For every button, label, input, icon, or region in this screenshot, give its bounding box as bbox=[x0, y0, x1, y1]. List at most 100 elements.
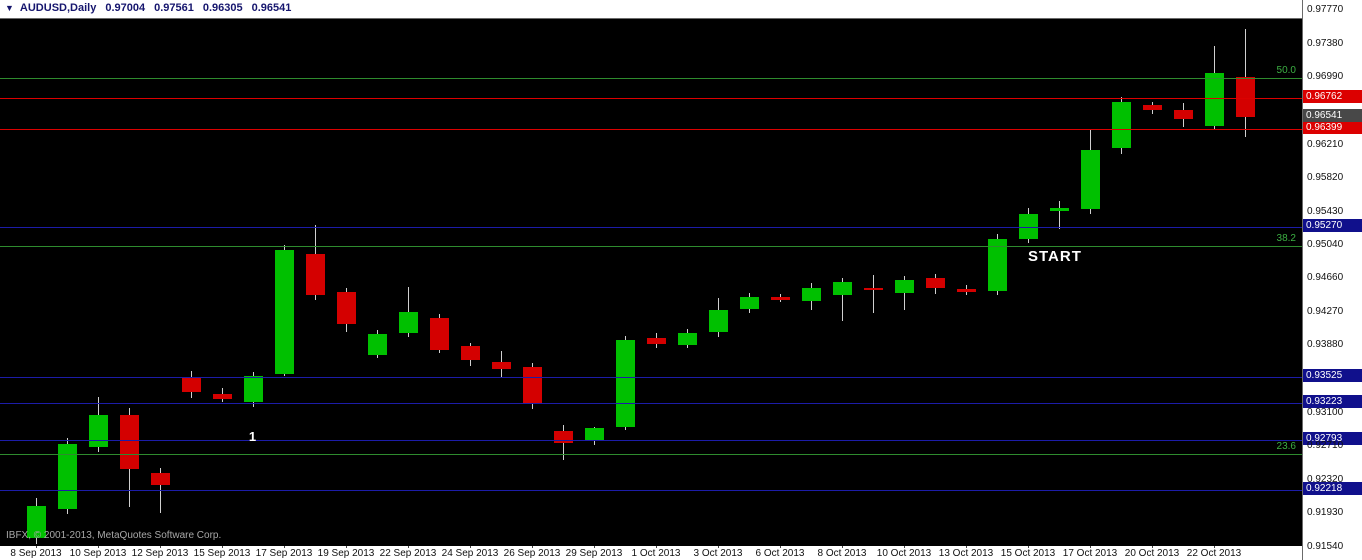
fib-level-label: 38.2 bbox=[1276, 233, 1296, 245]
x-axis-label: 8 Sep 2013 bbox=[10, 548, 62, 559]
candle-bear bbox=[151, 473, 170, 486]
price-badge-navy: 0.93525 bbox=[1303, 368, 1362, 382]
candle-wick bbox=[1059, 200, 1060, 229]
x-axis-tick bbox=[842, 546, 843, 548]
candle-bear bbox=[213, 393, 232, 399]
x-axis-tick bbox=[284, 546, 285, 548]
candle-bull bbox=[802, 287, 821, 301]
fib-line-50-0[interactable] bbox=[0, 78, 1302, 80]
candle-bull bbox=[678, 333, 697, 345]
x-axis-tick bbox=[718, 546, 719, 548]
chart-plot-area[interactable]: IBFX, © 2001-2013, MetaQuotes Software C… bbox=[0, 18, 1302, 547]
x-axis-label: 19 Sep 2013 bbox=[317, 548, 375, 559]
horizontal-line-red[interactable] bbox=[0, 97, 1302, 99]
candle-bull bbox=[368, 334, 387, 355]
candle-bear bbox=[430, 317, 449, 350]
candle-bear bbox=[647, 337, 666, 344]
candle-bear bbox=[306, 254, 325, 296]
candle-bull bbox=[740, 297, 759, 310]
y-axis-label: 0.93100 bbox=[1307, 406, 1344, 418]
candle-wick bbox=[842, 278, 843, 322]
x-axis-tick bbox=[594, 546, 595, 548]
candle-bull bbox=[275, 249, 294, 374]
y-axis-label: 0.96210 bbox=[1307, 138, 1344, 150]
x-axis-label: 15 Sep 2013 bbox=[193, 548, 251, 559]
candle-bear bbox=[771, 297, 790, 300]
x-axis-tick bbox=[98, 546, 99, 548]
fib-line-38-2[interactable] bbox=[0, 246, 1302, 248]
candle-bear bbox=[1236, 77, 1255, 117]
x-axis-label: 17 Sep 2013 bbox=[255, 548, 313, 559]
y-axis-label: 0.94270 bbox=[1307, 305, 1344, 317]
candle-bear bbox=[1174, 110, 1193, 119]
price-badge-navy: 0.92793 bbox=[1303, 432, 1362, 445]
x-axis-tick bbox=[36, 546, 37, 548]
candle-bear bbox=[957, 289, 976, 292]
candle-wick bbox=[873, 274, 874, 313]
horizontal-line-red[interactable] bbox=[0, 129, 1302, 131]
symbol-quote: ▼ AUDUSD,Daily 0.97004 0.97561 0.96305 0.9654… bbox=[5, 2, 300, 14]
candle-bull bbox=[1081, 149, 1100, 210]
x-axis-label: 17 Oct 2013 bbox=[1062, 548, 1118, 559]
y-axis-label: 0.91930 bbox=[1307, 507, 1344, 519]
x-axis-tick bbox=[160, 546, 161, 548]
y-axis-label: 0.92320 bbox=[1307, 473, 1344, 485]
candle-bull bbox=[1205, 73, 1224, 126]
quote-open: 0.97004 bbox=[105, 2, 146, 14]
quote-close: 0.96541 bbox=[251, 2, 292, 14]
x-axis-tick bbox=[408, 546, 409, 548]
candle-bull bbox=[833, 281, 852, 295]
fib-level-label: 23.6 bbox=[1276, 441, 1296, 453]
x-axis-tick bbox=[966, 546, 967, 548]
time-axis[interactable]: 8 Sep 2013 10 Sep 2013 12 Sep 2013 15 Sep 2… bbox=[0, 546, 1302, 560]
x-axis-tick bbox=[1090, 546, 1091, 548]
horizontal-line-navy[interactable] bbox=[0, 226, 1302, 228]
x-axis-label: 22 Sep 2013 bbox=[379, 548, 437, 559]
candle-bear bbox=[554, 430, 573, 443]
fib-line-23-6[interactable] bbox=[0, 454, 1302, 456]
x-axis-tick bbox=[904, 546, 905, 548]
x-axis-label: 24 Sep 2013 bbox=[441, 548, 499, 559]
candle-bull bbox=[1019, 213, 1038, 239]
candle-bull bbox=[89, 415, 108, 448]
candle-bull bbox=[1050, 207, 1069, 211]
y-axis-label: 0.95040 bbox=[1307, 239, 1344, 251]
y-axis-label: 0.95430 bbox=[1307, 205, 1344, 217]
y-axis-label: 0.94660 bbox=[1307, 272, 1344, 284]
x-axis-tick bbox=[346, 546, 347, 548]
x-axis-label: 8 Oct 2013 bbox=[817, 548, 867, 559]
candle-bull bbox=[709, 310, 728, 333]
x-axis-label: 6 Oct 2013 bbox=[755, 548, 805, 559]
candle-bear bbox=[1143, 105, 1162, 111]
candle-bear bbox=[182, 377, 201, 393]
candle-bull bbox=[244, 375, 263, 403]
x-axis-tick bbox=[470, 546, 471, 548]
x-axis-label: 20 Oct 2013 bbox=[1124, 548, 1180, 559]
one-click-trading-arrow-icon[interactable]: ▼ bbox=[5, 3, 14, 13]
x-axis-tick bbox=[222, 546, 223, 548]
price-badge-navy: 0.92218 bbox=[1303, 481, 1362, 495]
price-axis[interactable]: 0.96762 0.96399 0.95270 0.93525 0.93223 0.927… bbox=[1302, 0, 1362, 560]
candle-bear bbox=[492, 361, 511, 369]
symbol-timeframe-label: AUDUSD,Daily bbox=[19, 2, 97, 14]
horizontal-line-navy[interactable] bbox=[0, 489, 1302, 491]
x-axis-label: 12 Sep 2013 bbox=[131, 548, 189, 559]
y-axis-label: 0.93880 bbox=[1307, 339, 1344, 351]
horizontal-line-navy[interactable] bbox=[0, 376, 1302, 378]
candle-bull bbox=[399, 311, 418, 334]
x-axis-tick bbox=[656, 546, 657, 548]
price-badge-red: 0.96399 bbox=[1303, 121, 1362, 135]
x-axis-label: 22 Oct 2013 bbox=[1186, 548, 1242, 559]
candle-bear bbox=[120, 415, 139, 469]
horizontal-line-navy[interactable] bbox=[0, 403, 1302, 404]
horizontal-line-navy[interactable] bbox=[0, 440, 1302, 441]
chart-title-strip: ▼ AUDUSD,Daily 0.97004 0.97561 0.96305 0.9654… bbox=[0, 0, 1302, 18]
candle-bull bbox=[895, 280, 914, 293]
x-axis-label: 15 Oct 2013 bbox=[1000, 548, 1056, 559]
candle-bull bbox=[58, 443, 77, 510]
candle-bull bbox=[585, 428, 604, 441]
y-axis-label: 0.96990 bbox=[1307, 71, 1344, 83]
x-axis-tick bbox=[532, 546, 533, 548]
copyright-text: IBFX, © 2001-2013, MetaQuotes Software C… bbox=[6, 530, 222, 541]
